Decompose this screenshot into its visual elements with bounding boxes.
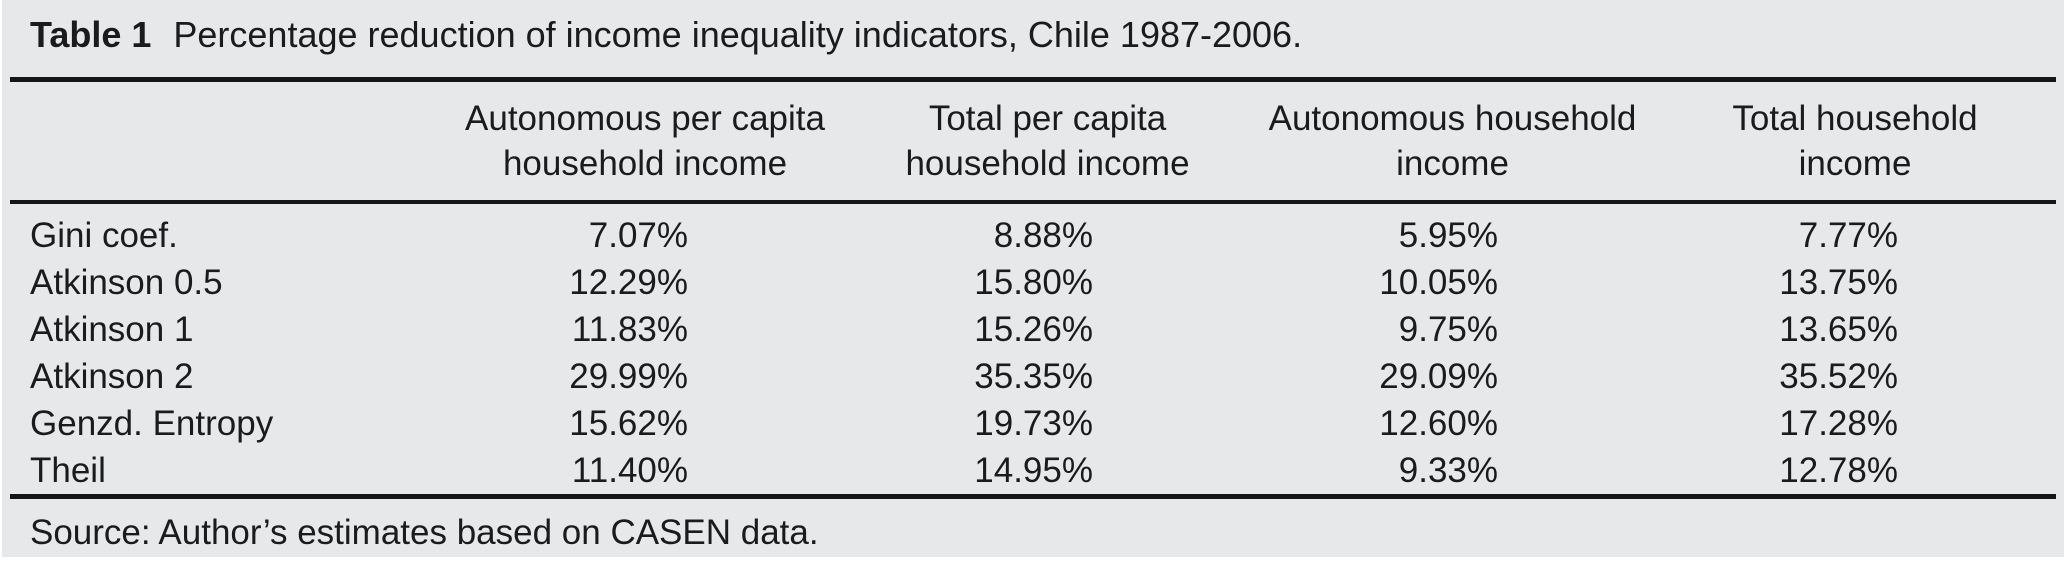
value-cell: 15.62% — [569, 403, 688, 443]
value-cell: 15.26% — [974, 309, 1093, 349]
table-caption: Percentage reduction of income inequalit… — [173, 14, 1303, 55]
table-row: Genzd. Entropy 15.62% 19.73% 12.60% 17.2… — [2, 400, 2064, 447]
row-label: Gini coef. — [30, 215, 178, 255]
value-cell: 19.73% — [974, 403, 1093, 443]
table-row: Atkinson 0.5 12.29% 15.80% 10.05% 13.75% — [2, 259, 2064, 306]
value-cell: 8.88% — [993, 215, 1093, 255]
column-header-total-household: Total household income — [1655, 96, 2055, 186]
row-label: Atkinson 1 — [30, 309, 194, 349]
value-cell: 12.29% — [569, 262, 688, 302]
table-row: Atkinson 1 11.83% 15.26% 9.75% 13.65% — [2, 306, 2064, 353]
row-label: Atkinson 2 — [30, 356, 194, 396]
column-header-autonomous-household: Autonomous household income — [1250, 96, 1655, 186]
value-cell: 12.60% — [1379, 403, 1498, 443]
column-header-line: household income — [905, 144, 1190, 183]
source-note: Source: Author’s estimates based on CASE… — [30, 513, 819, 552]
value-cell: 29.99% — [569, 356, 688, 396]
table-header-row: Autonomous per capita household income T… — [2, 82, 2064, 200]
value-cell: 13.65% — [1779, 309, 1898, 349]
table-row: Atkinson 2 29.99% 35.35% 29.09% 35.52% — [2, 353, 2064, 400]
row-label: Genzd. Entropy — [30, 403, 274, 443]
value-cell: 9.75% — [1398, 309, 1498, 349]
value-cell: 35.52% — [1779, 356, 1898, 396]
value-cell: 7.07% — [588, 215, 688, 255]
bottom-rule — [10, 494, 2056, 499]
value-cell: 17.28% — [1779, 403, 1898, 443]
column-header-line: Autonomous household — [1268, 99, 1637, 138]
value-cell: 11.83% — [571, 309, 688, 349]
value-cell: 9.33% — [1398, 450, 1498, 490]
column-header-autonomous-per-capita: Autonomous per capita household income — [445, 96, 845, 186]
value-cell: 10.05% — [1379, 262, 1498, 302]
value-cell: 5.95% — [1398, 215, 1498, 255]
column-header-line: household income — [502, 144, 788, 183]
value-cell: 13.75% — [1779, 262, 1898, 302]
value-cell: 35.35% — [974, 356, 1093, 396]
row-label: Atkinson 0.5 — [30, 262, 223, 302]
column-header-line: Autonomous per capita — [465, 99, 825, 138]
column-header-line: income — [1798, 144, 1912, 183]
row-label: Theil — [30, 450, 106, 490]
header-rule — [10, 200, 2056, 204]
table-row: Theil 11.40% 14.95% 9.33% 12.78% — [2, 447, 2064, 494]
column-header-line: Total household — [1732, 99, 1978, 138]
value-cell: 11.40% — [571, 450, 688, 490]
column-header-total-per-capita: Total per capita household income — [845, 96, 1250, 186]
value-cell: 29.09% — [1379, 356, 1498, 396]
column-header-line: income — [1396, 144, 1509, 183]
value-cell: 15.80% — [974, 262, 1093, 302]
table-number-label: Table 1 — [30, 14, 152, 55]
value-cell: 7.77% — [1798, 215, 1898, 255]
table-caption-row: Table 1 Percentage reduction of income in… — [2, 0, 2064, 77]
top-rule — [10, 77, 2056, 82]
value-cell: 12.78% — [1779, 450, 1898, 490]
column-header-line: Total per capita — [928, 99, 1167, 138]
table-row: Gini coef. 7.07% 8.88% 5.95% 7.77% — [2, 212, 2064, 259]
table-body: Gini coef. 7.07% 8.88% 5.95% 7.77% Atkin… — [2, 204, 2064, 494]
value-cell: 14.95% — [974, 450, 1093, 490]
